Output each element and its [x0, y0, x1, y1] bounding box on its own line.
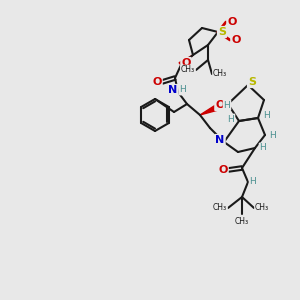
- Text: H: H: [228, 115, 234, 124]
- Text: N: N: [215, 135, 225, 145]
- Text: H: H: [224, 100, 230, 109]
- Text: O: O: [218, 165, 228, 175]
- Text: H: H: [262, 112, 269, 121]
- Text: S: S: [248, 77, 256, 87]
- Text: N: N: [168, 85, 178, 95]
- Text: O: O: [231, 35, 241, 45]
- Text: H: H: [260, 143, 266, 152]
- Text: O: O: [181, 58, 191, 68]
- Text: O: O: [227, 17, 237, 27]
- Text: S: S: [218, 27, 226, 37]
- Text: H: H: [270, 130, 276, 140]
- Text: CH₃: CH₃: [255, 203, 269, 212]
- Text: CH₃: CH₃: [181, 65, 195, 74]
- Text: CH₃: CH₃: [213, 70, 227, 79]
- Text: CH₃: CH₃: [213, 203, 227, 212]
- Polygon shape: [179, 55, 193, 67]
- Text: O: O: [152, 77, 162, 87]
- Text: H: H: [180, 85, 186, 94]
- Text: H: H: [250, 178, 256, 187]
- Polygon shape: [200, 104, 219, 115]
- Text: O: O: [215, 100, 225, 110]
- Text: CH₃: CH₃: [235, 218, 249, 226]
